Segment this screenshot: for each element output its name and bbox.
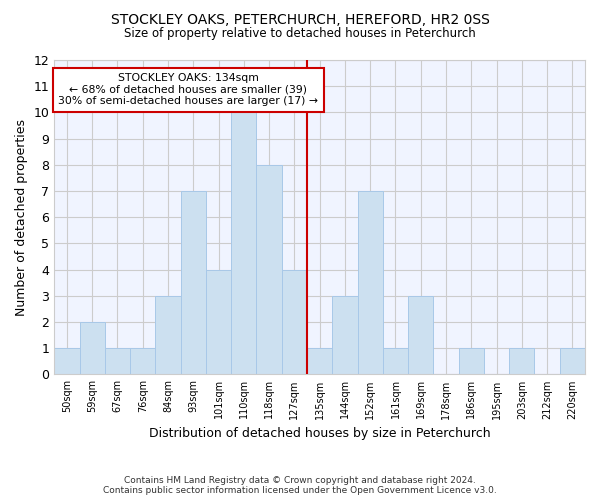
- Bar: [256, 165, 282, 374]
- Text: STOCKLEY OAKS, PETERCHURCH, HEREFORD, HR2 0SS: STOCKLEY OAKS, PETERCHURCH, HEREFORD, HR…: [110, 12, 490, 26]
- Bar: [206, 270, 231, 374]
- Bar: [130, 348, 155, 374]
- Bar: [332, 296, 358, 374]
- Bar: [54, 348, 80, 374]
- Bar: [181, 191, 206, 374]
- Bar: [231, 112, 256, 374]
- Bar: [282, 270, 307, 374]
- Bar: [155, 296, 181, 374]
- Text: Size of property relative to detached houses in Peterchurch: Size of property relative to detached ho…: [124, 28, 476, 40]
- Bar: [80, 322, 105, 374]
- Text: STOCKLEY OAKS: 134sqm
← 68% of detached houses are smaller (39)
30% of semi-deta: STOCKLEY OAKS: 134sqm ← 68% of detached …: [58, 73, 318, 106]
- Bar: [408, 296, 433, 374]
- Bar: [358, 191, 383, 374]
- Y-axis label: Number of detached properties: Number of detached properties: [15, 118, 28, 316]
- Bar: [105, 348, 130, 374]
- X-axis label: Distribution of detached houses by size in Peterchurch: Distribution of detached houses by size …: [149, 427, 490, 440]
- Bar: [458, 348, 484, 374]
- Bar: [307, 348, 332, 374]
- Bar: [383, 348, 408, 374]
- Bar: [560, 348, 585, 374]
- Text: Contains HM Land Registry data © Crown copyright and database right 2024.
Contai: Contains HM Land Registry data © Crown c…: [103, 476, 497, 495]
- Bar: [509, 348, 535, 374]
